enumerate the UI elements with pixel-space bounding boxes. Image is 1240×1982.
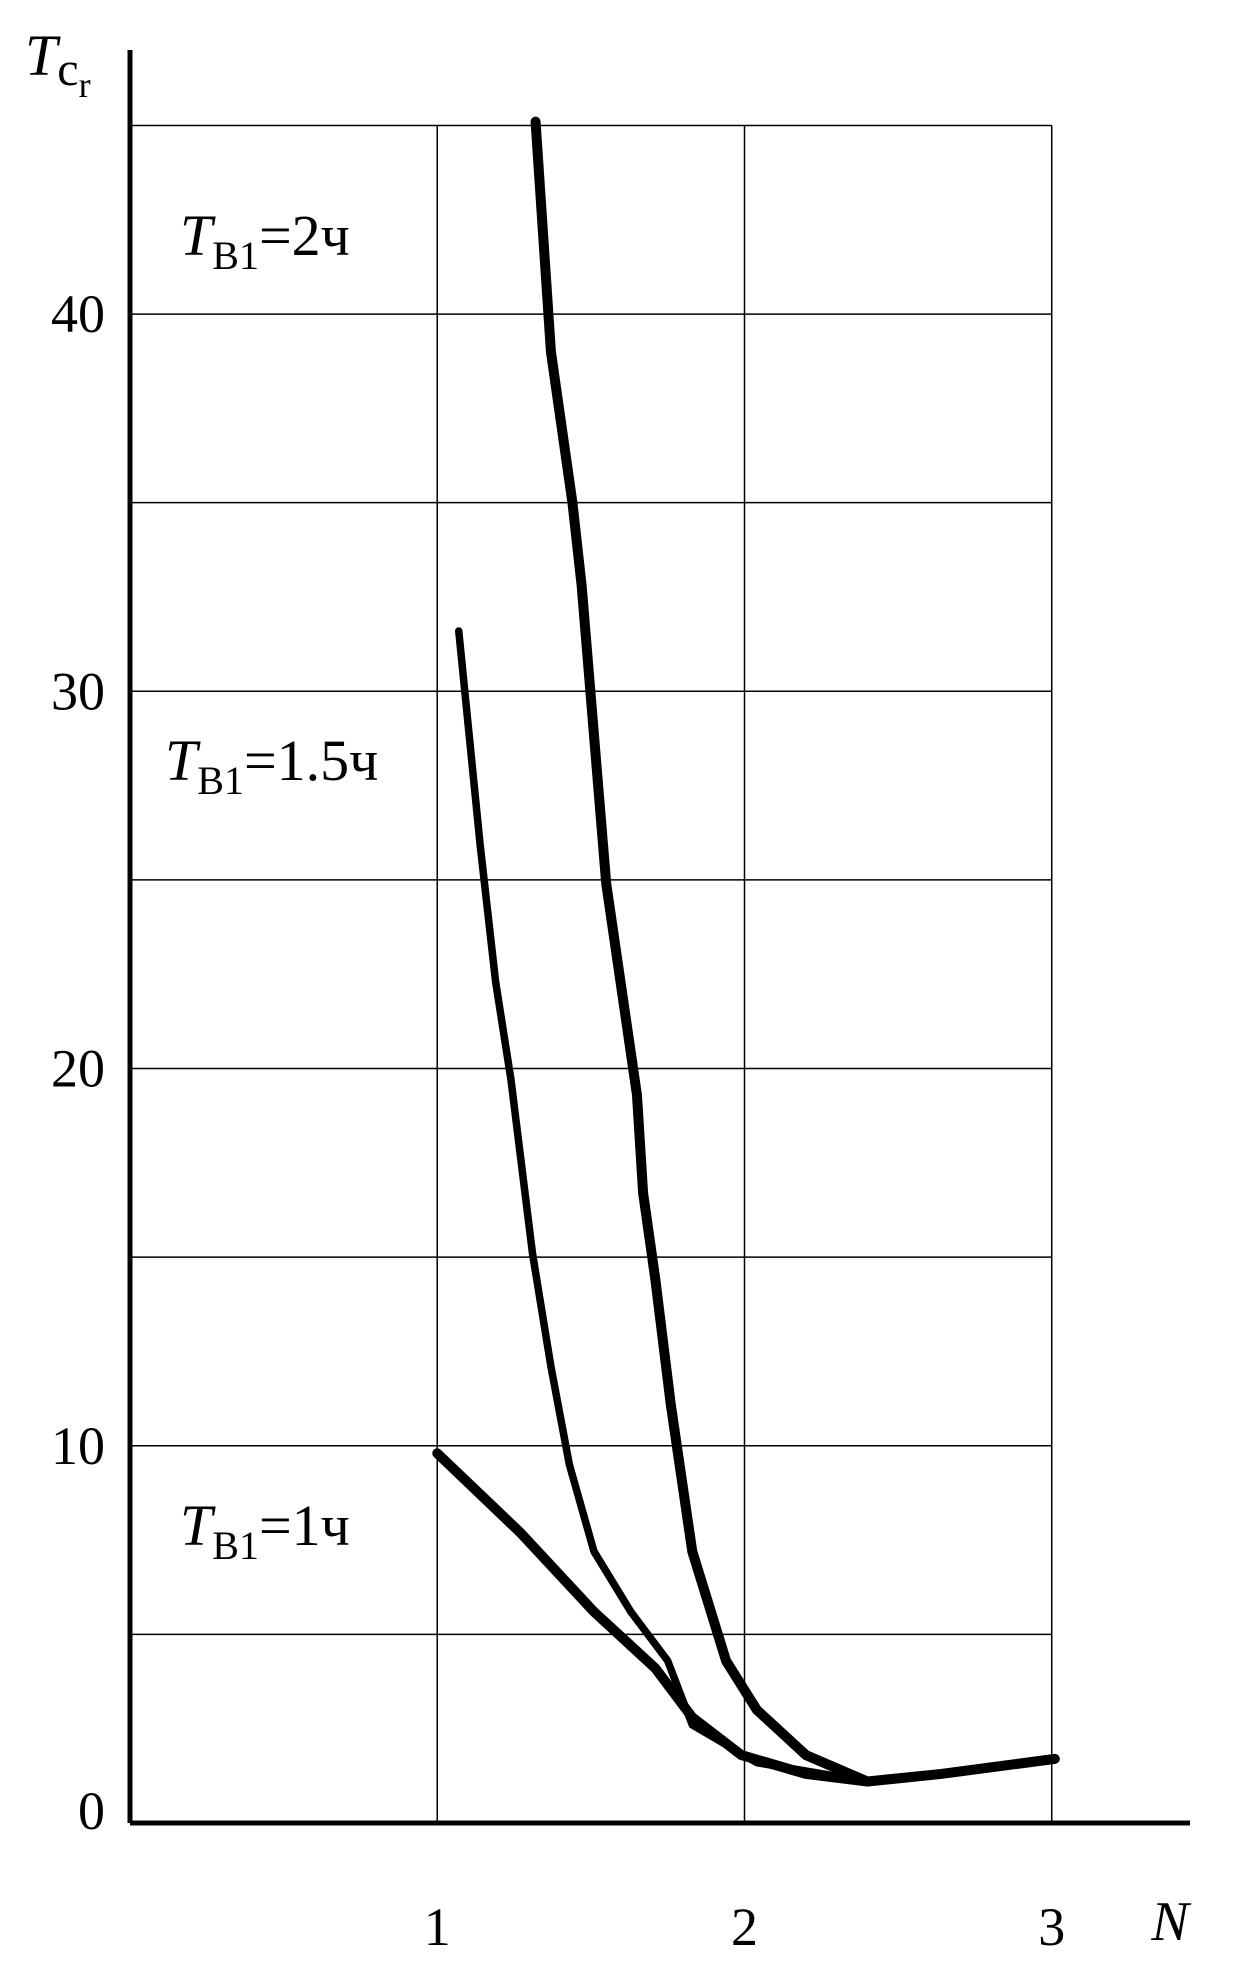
y-tick-label: 20 [51, 1039, 105, 1099]
label-text: =2ч [259, 203, 350, 268]
label-subscript: B1 [212, 1523, 259, 1568]
data-line [432, 1448, 873, 1787]
y-label-subsubscript: r [79, 65, 91, 105]
y-tick-label: 30 [51, 661, 105, 721]
label-symbol: T [180, 203, 216, 268]
series-label: TB1=1.5ч [165, 728, 378, 803]
label-symbol: T [165, 728, 201, 793]
y-axis-label: Tcr [25, 23, 91, 105]
label-subscript: B1 [197, 758, 244, 803]
x-tick-label: 3 [1038, 1897, 1065, 1957]
label-subscript: B1 [212, 233, 259, 278]
x-tick-label: 1 [424, 1897, 451, 1957]
y-tick-label: 0 [78, 1781, 105, 1841]
x-axis-label: N [1150, 1891, 1191, 1953]
series-label: TB1=2ч [180, 203, 350, 278]
x-tick-label: 2 [731, 1897, 758, 1957]
label-symbol: T [180, 1493, 216, 1558]
y-label-symbol: T [25, 23, 61, 88]
label-text: =1ч [259, 1493, 350, 1558]
y-label-subscript: c [57, 43, 78, 96]
data-line [455, 627, 872, 1786]
data-line [530, 116, 1060, 1787]
series-label: TB1=1ч [180, 1493, 350, 1568]
y-tick-label: 40 [51, 284, 105, 344]
label-text: =1.5ч [244, 728, 378, 793]
y-tick-label: 10 [51, 1416, 105, 1476]
